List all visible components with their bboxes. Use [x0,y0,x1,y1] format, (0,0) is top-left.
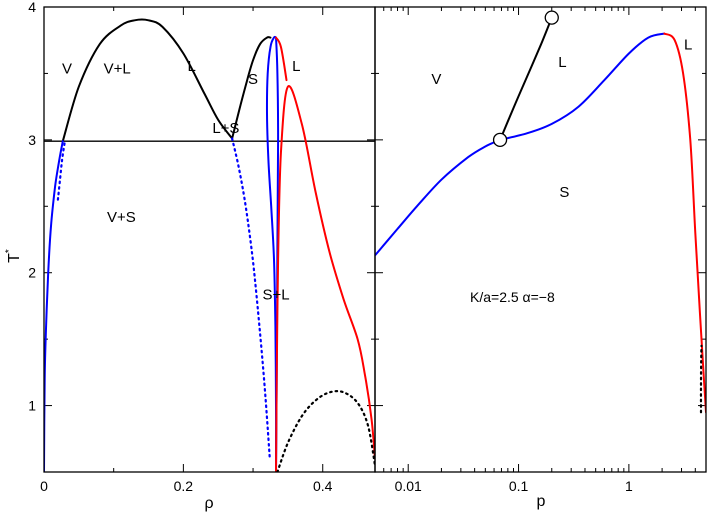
x-tick-label: 0 [40,478,48,494]
y-tick-label: 1 [28,398,36,414]
curve-vapor-pressure [499,16,553,141]
x-tick-label: 0.1 [509,478,529,494]
region-label: S [248,71,258,88]
curve-vl [61,18,234,143]
region-label: V [62,60,72,77]
x-tick-label: 0.2 [174,478,194,494]
curve-liquidus [231,36,272,140]
region-label: S [559,184,569,201]
left-plot-area [44,18,375,472]
curve-melting-red [663,32,706,414]
region-label: L+S [212,120,239,137]
triple-point-marker [492,132,508,148]
y-tick-label: 2 [28,265,36,281]
region-label: V+S [107,209,136,226]
curve-liquid-ls [275,85,375,472]
curve-dome [276,390,375,472]
svg-text:T*: T* [4,249,23,263]
curve-liquid-top [275,36,288,82]
x-tick-label: 0.01 [395,478,422,494]
y-axis-title-main: T [6,253,23,263]
right-plot-area [375,16,706,414]
curve-sublimation [375,138,502,257]
x-tick-label: 0.4 [313,478,333,494]
y-axis-title-superscript: * [4,249,15,253]
curve-metastable [699,344,703,414]
right-frame [374,6,707,473]
region-label: S+L [262,286,289,303]
y-axis-title: T* [4,249,23,263]
curve-vapor-metastable [56,140,66,201]
critical-point-marker [544,10,559,25]
region-label: V [431,71,441,88]
left-x-axis-title: ρ [204,495,213,512]
parameter-annotation: K/a=2.5 α=−8 [470,289,555,305]
left-panel-density-temperature: 0 0.2 0.4 1 2 3 4 V V+L L S L L+S V+S S+L [28,0,376,494]
x-tick-label: 1 [625,478,633,494]
region-label: L [188,58,196,75]
curve-melting [499,32,666,141]
axis-titles: ρ p T* [4,249,546,512]
curve-solid-left [265,35,278,472]
region-label: L [292,58,300,75]
curve-solid-spinodal [231,137,271,460]
right-x-axis-title: p [537,493,546,510]
region-label: L [558,54,566,71]
right-ticks [374,6,707,473]
right-panel-pressure-temperature: 0.01 0.1 1 V L L S [374,6,707,494]
y-tick-label: 3 [28,132,36,148]
region-label: V+L [104,60,131,77]
region-label: L [684,37,692,54]
y-tick-label: 4 [28,0,36,15]
curve-vapor-branch [44,140,64,472]
